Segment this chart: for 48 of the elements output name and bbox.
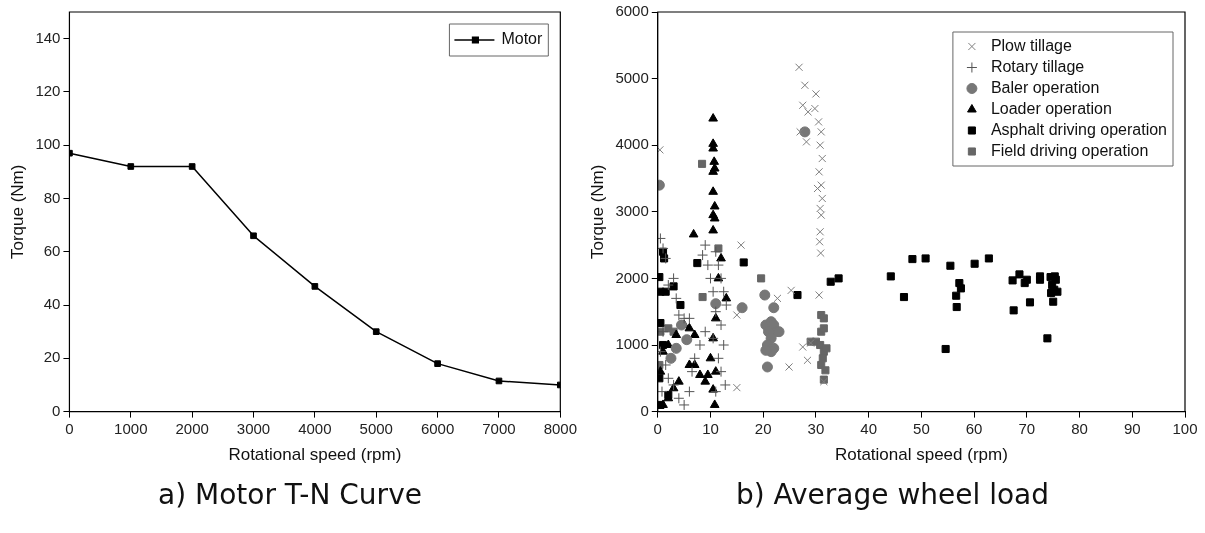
x-axis-title: Rotational speed (rpm): [834, 445, 1008, 465]
x-tick-label: 1000: [114, 419, 148, 437]
x-tick-label: 6000: [420, 419, 455, 437]
x-tick-label: 80: [1071, 419, 1088, 437]
legend-label: Plow tillage: [990, 36, 1072, 54]
x-tick-label: 50: [913, 419, 930, 437]
y-tick-label: 4000: [615, 135, 649, 153]
x-tick-label: 100: [1172, 419, 1198, 437]
x-tick-label: 20: [754, 419, 772, 437]
x-tick-label: 2000: [175, 419, 209, 437]
legend-label: Baler operation: [990, 78, 1100, 96]
legend-label: Asphalt driving operation: [990, 120, 1167, 138]
y-tick-label: 120: [35, 82, 61, 100]
legend-label: Loader operation: [990, 99, 1112, 117]
legend-label: Field driving operation: [990, 141, 1149, 159]
x-tick-label: 0: [65, 419, 74, 437]
y-tick-label: 80: [43, 188, 61, 206]
y-tick-label: 40: [43, 295, 61, 313]
x-tick-label: 30: [807, 419, 825, 437]
y-tick-label: 140: [35, 28, 61, 46]
y-tick-label: 6000: [615, 2, 649, 20]
x-tick-label: 40: [860, 419, 878, 437]
x-tick-label: 5000: [359, 419, 393, 437]
x-tick-label: 0: [653, 419, 662, 437]
x-tick-label: 4000: [298, 419, 332, 437]
x-tick-label: 8000: [543, 419, 577, 437]
x-tick-label: 60: [965, 419, 983, 437]
y-tick-label: 5000: [615, 68, 649, 86]
y-tick-label: 20: [43, 348, 61, 366]
text: a) Motor T-N Curve: [158, 478, 422, 511]
y-tick-label: 3000: [615, 201, 649, 219]
x-axis-title: Rotational speed (rpm): [228, 445, 402, 465]
y-tick-label: 0: [640, 401, 649, 419]
x-tick-label: 70: [1018, 419, 1036, 437]
y-tick-label: 60: [43, 241, 61, 259]
y-tick-label: 0: [52, 401, 61, 419]
y-tick-label: 100: [35, 135, 61, 153]
y-axis-title: Torque (Nm): [587, 164, 607, 260]
legend-label: Motor: [501, 30, 543, 48]
x-tick-label: 10: [702, 419, 719, 437]
x-tick-label: 7000: [482, 419, 516, 437]
x-tick-label: 3000: [236, 419, 271, 437]
y-tick-label: 2000: [615, 268, 649, 286]
y-tick-label: 1000: [615, 335, 649, 353]
x-tick-label: 90: [1123, 419, 1141, 437]
text: b) Average wheel load: [735, 478, 1050, 511]
legend-label: Rotary tillage: [990, 57, 1085, 75]
y-axis-title: Torque (Nm): [7, 164, 27, 260]
